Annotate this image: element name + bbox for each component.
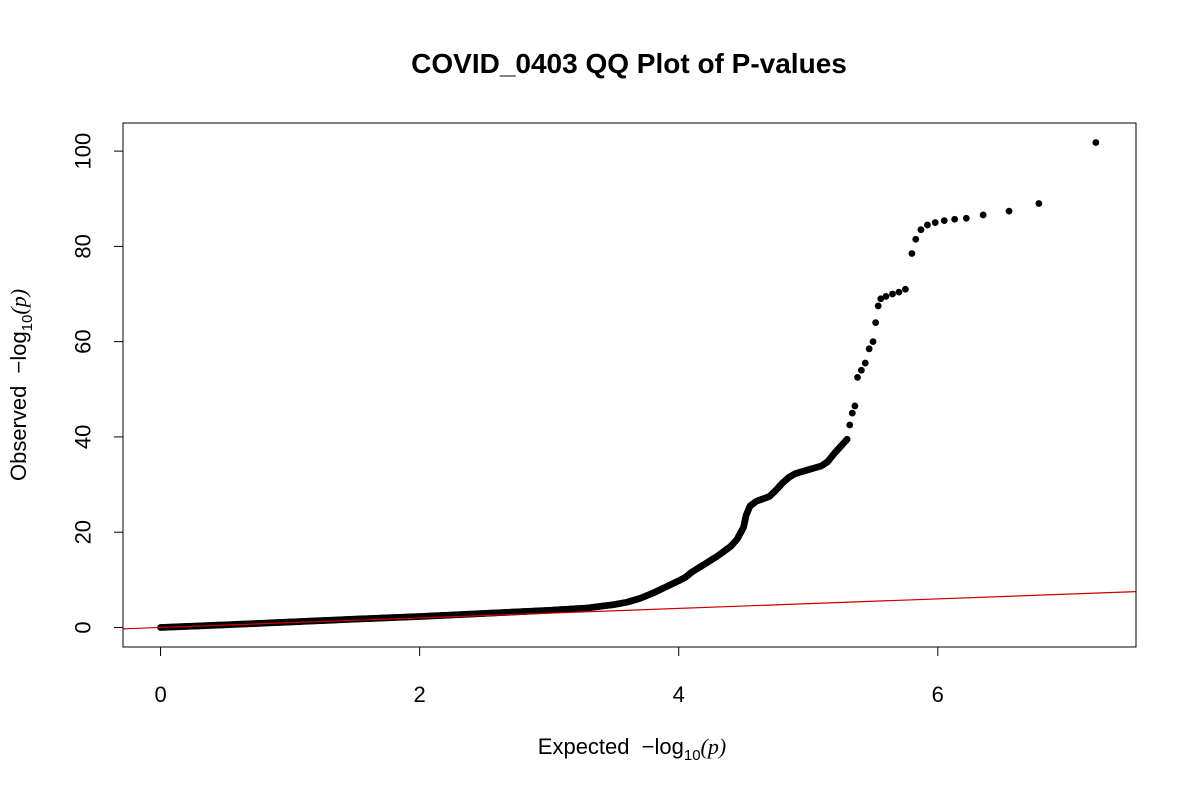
data-point: [912, 235, 920, 243]
data-point: [877, 295, 885, 303]
data-point: [854, 373, 861, 381]
data-point: [924, 221, 931, 229]
data-point: [1092, 139, 1100, 146]
data-point: [874, 302, 882, 310]
data-point: [851, 402, 859, 410]
plot-frame: [122, 122, 1137, 648]
y-tick-label: 20: [71, 520, 96, 544]
x-tick-label: 2: [414, 682, 426, 707]
data-points: [157, 139, 1100, 631]
x-axis: 0 2 4 6: [154, 646, 944, 707]
data-point: [931, 219, 939, 226]
data-point: [902, 285, 909, 293]
data-point: [895, 288, 903, 296]
data-point: [889, 290, 896, 298]
x-tick-label: 6: [932, 682, 944, 707]
data-point: [962, 214, 970, 222]
data-point: [843, 435, 851, 443]
x-tick-label: 4: [673, 682, 685, 707]
data-point: [869, 338, 877, 346]
data-point: [848, 409, 856, 417]
y-tick-label: 80: [71, 234, 96, 258]
data-point: [882, 292, 890, 300]
data-point: [1035, 200, 1043, 207]
data-point: [846, 421, 854, 429]
data-point: [908, 250, 916, 257]
y-axis-label: Observed −log10(p): [6, 289, 36, 481]
reference-line: [123, 590, 1136, 630]
data-point: [861, 359, 869, 367]
data-point: [1005, 207, 1013, 215]
plot-area: [122, 122, 1137, 648]
chart-title: COVID_0403 QQ Plot of P-values: [411, 48, 847, 79]
y-tick-label: 0: [71, 621, 96, 633]
x-tick-label: 0: [154, 682, 166, 707]
x-axis-label: Expected −log10(p): [538, 734, 726, 764]
data-point: [872, 319, 880, 326]
data-point: [951, 215, 959, 223]
data-point: [857, 366, 865, 374]
data-point: [917, 226, 925, 234]
data-point: [979, 211, 987, 219]
y-axis: 0 20 40 60 80 100: [71, 133, 124, 634]
y-tick-label: 60: [71, 329, 96, 353]
data-point: [865, 345, 873, 353]
data-point: [940, 217, 948, 225]
y-tick-label: 100: [71, 133, 96, 170]
y-tick-label: 40: [71, 425, 96, 449]
